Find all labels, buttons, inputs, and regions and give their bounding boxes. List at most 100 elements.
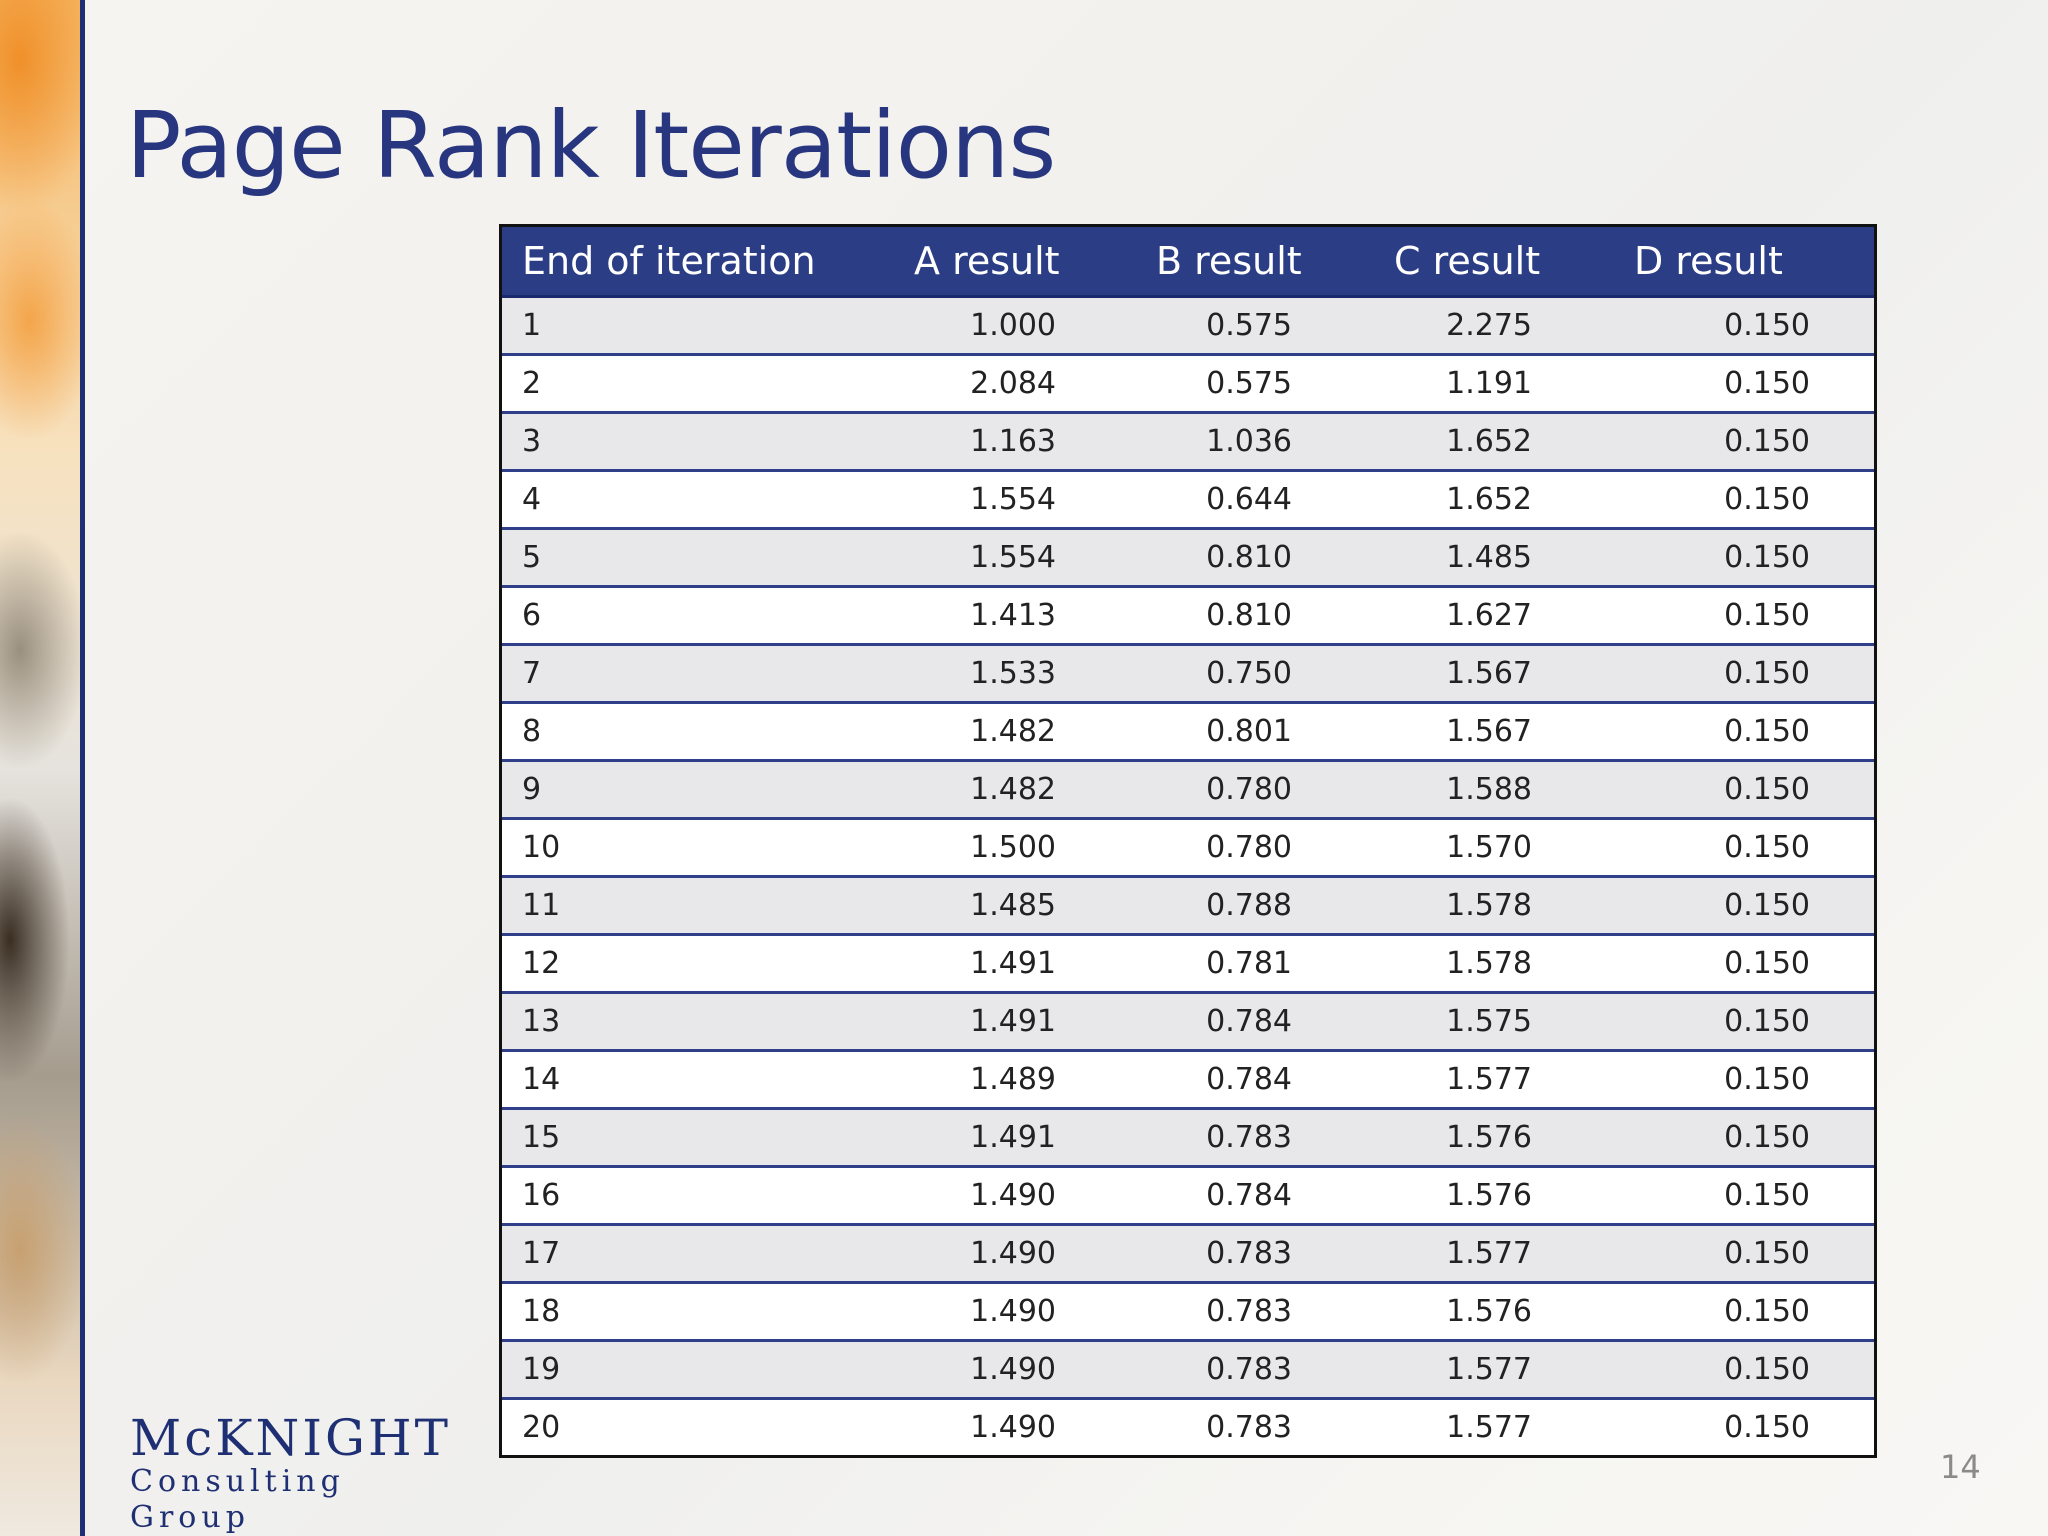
cell-a-result: 1.554 — [894, 470, 1136, 530]
cell-b-result: 0.783 — [1136, 1340, 1374, 1400]
table-row: 13 1.491 0.784 1.575 0.150 — [502, 992, 1874, 1052]
cell-d-result: 0.150 — [1614, 470, 1874, 530]
cell-iteration: 15 — [502, 1108, 894, 1168]
company-logo: McKNIGHT Consulting Group — [130, 1412, 460, 1536]
cell-a-result: 1.554 — [894, 528, 1136, 588]
cell-a-result: 1.490 — [894, 1340, 1136, 1400]
cell-iteration: 20 — [502, 1398, 894, 1455]
cell-b-result: 0.788 — [1136, 876, 1374, 936]
table-row: 19 1.490 0.783 1.577 0.150 — [502, 1340, 1874, 1400]
cell-c-result: 1.567 — [1374, 644, 1614, 704]
header-c-result: C result — [1374, 227, 1614, 298]
table-row: 20 1.490 0.783 1.577 0.150 — [502, 1398, 1874, 1455]
table-row: 14 1.489 0.784 1.577 0.150 — [502, 1050, 1874, 1110]
cell-iteration: 18 — [502, 1282, 894, 1342]
cell-c-result: 1.652 — [1374, 412, 1614, 472]
cell-a-result: 1.490 — [894, 1398, 1136, 1455]
table-row: 2 2.084 0.575 1.191 0.150 — [502, 354, 1874, 414]
cell-a-result: 1.482 — [894, 760, 1136, 820]
cell-b-result: 0.801 — [1136, 702, 1374, 762]
cell-a-result: 1.000 — [894, 296, 1136, 356]
cell-c-result: 1.588 — [1374, 760, 1614, 820]
cell-iteration: 2 — [502, 354, 894, 414]
cell-iteration: 17 — [502, 1224, 894, 1284]
slide-title: Page Rank Iterations — [126, 92, 1056, 199]
table-row: 15 1.491 0.783 1.576 0.150 — [502, 1108, 1874, 1168]
cell-d-result: 0.150 — [1614, 702, 1874, 762]
cell-a-result: 1.485 — [894, 876, 1136, 936]
cell-d-result: 0.150 — [1614, 1224, 1874, 1284]
cell-a-result: 1.163 — [894, 412, 1136, 472]
cell-b-result: 0.780 — [1136, 760, 1374, 820]
cell-c-result: 1.652 — [1374, 470, 1614, 530]
cell-a-result: 1.413 — [894, 586, 1136, 646]
cell-a-result: 1.500 — [894, 818, 1136, 878]
header-end-of-iteration: End of iteration — [502, 227, 894, 298]
cell-iteration: 4 — [502, 470, 894, 530]
header-a-result: A result — [894, 227, 1136, 298]
cell-d-result: 0.150 — [1614, 296, 1874, 356]
cell-a-result: 1.490 — [894, 1282, 1136, 1342]
cell-b-result: 1.036 — [1136, 412, 1374, 472]
cell-b-result: 0.810 — [1136, 528, 1374, 588]
cell-a-result: 1.491 — [894, 934, 1136, 994]
table-row: 8 1.482 0.801 1.567 0.150 — [502, 702, 1874, 762]
cell-d-result: 0.150 — [1614, 1166, 1874, 1226]
page-rank-table: End of iteration A result B result C res… — [499, 224, 1877, 1458]
cell-c-result: 1.577 — [1374, 1050, 1614, 1110]
cell-iteration: 1 — [502, 296, 894, 356]
cell-c-result: 1.576 — [1374, 1282, 1614, 1342]
cell-iteration: 9 — [502, 760, 894, 820]
cell-c-result: 1.575 — [1374, 992, 1614, 1052]
cell-a-result: 2.084 — [894, 354, 1136, 414]
table-row: 12 1.491 0.781 1.578 0.150 — [502, 934, 1874, 994]
cell-c-result: 1.577 — [1374, 1398, 1614, 1455]
cell-iteration: 5 — [502, 528, 894, 588]
cell-d-result: 0.150 — [1614, 934, 1874, 994]
table-row: 1 1.000 0.575 2.275 0.150 — [502, 296, 1874, 356]
cell-c-result: 1.576 — [1374, 1166, 1614, 1226]
cell-iteration: 12 — [502, 934, 894, 994]
table-row: 7 1.533 0.750 1.567 0.150 — [502, 644, 1874, 704]
table-header-row: End of iteration A result B result C res… — [502, 227, 1874, 298]
table-row: 6 1.413 0.810 1.627 0.150 — [502, 586, 1874, 646]
cell-d-result: 0.150 — [1614, 528, 1874, 588]
cell-a-result: 1.491 — [894, 992, 1136, 1052]
logo-name: McKNIGHT — [130, 1409, 451, 1467]
cell-c-result: 1.570 — [1374, 818, 1614, 878]
cell-d-result: 0.150 — [1614, 412, 1874, 472]
cell-a-result: 1.489 — [894, 1050, 1136, 1110]
cell-iteration: 7 — [502, 644, 894, 704]
table-row: 5 1.554 0.810 1.485 0.150 — [502, 528, 1874, 588]
cell-b-result: 0.784 — [1136, 992, 1374, 1052]
iterations-table: End of iteration A result B result C res… — [502, 227, 1874, 1455]
cell-d-result: 0.150 — [1614, 354, 1874, 414]
table-row: 16 1.490 0.784 1.576 0.150 — [502, 1166, 1874, 1226]
cell-a-result: 1.533 — [894, 644, 1136, 704]
page-number: 14 — [1940, 1448, 1981, 1486]
cell-b-result: 0.783 — [1136, 1398, 1374, 1455]
cell-b-result: 0.750 — [1136, 644, 1374, 704]
cell-d-result: 0.150 — [1614, 1398, 1874, 1455]
cell-b-result: 0.810 — [1136, 586, 1374, 646]
cell-b-result: 0.783 — [1136, 1108, 1374, 1168]
cell-c-result: 1.578 — [1374, 876, 1614, 936]
cell-b-result: 0.575 — [1136, 354, 1374, 414]
cell-iteration: 8 — [502, 702, 894, 762]
cell-b-result: 0.781 — [1136, 934, 1374, 994]
cell-a-result: 1.482 — [894, 702, 1136, 762]
cell-c-result: 1.567 — [1374, 702, 1614, 762]
cell-iteration: 11 — [502, 876, 894, 936]
cell-d-result: 0.150 — [1614, 1050, 1874, 1110]
cell-b-result: 0.780 — [1136, 818, 1374, 878]
cell-c-result: 1.485 — [1374, 528, 1614, 588]
cell-d-result: 0.150 — [1614, 876, 1874, 936]
cell-d-result: 0.150 — [1614, 1108, 1874, 1168]
table-row: 3 1.163 1.036 1.652 0.150 — [502, 412, 1874, 472]
decorative-side-image — [0, 0, 82, 1536]
cell-d-result: 0.150 — [1614, 818, 1874, 878]
cell-b-result: 0.783 — [1136, 1224, 1374, 1284]
cell-d-result: 0.150 — [1614, 586, 1874, 646]
table-row: 10 1.500 0.780 1.570 0.150 — [502, 818, 1874, 878]
cell-b-result: 0.784 — [1136, 1166, 1374, 1226]
